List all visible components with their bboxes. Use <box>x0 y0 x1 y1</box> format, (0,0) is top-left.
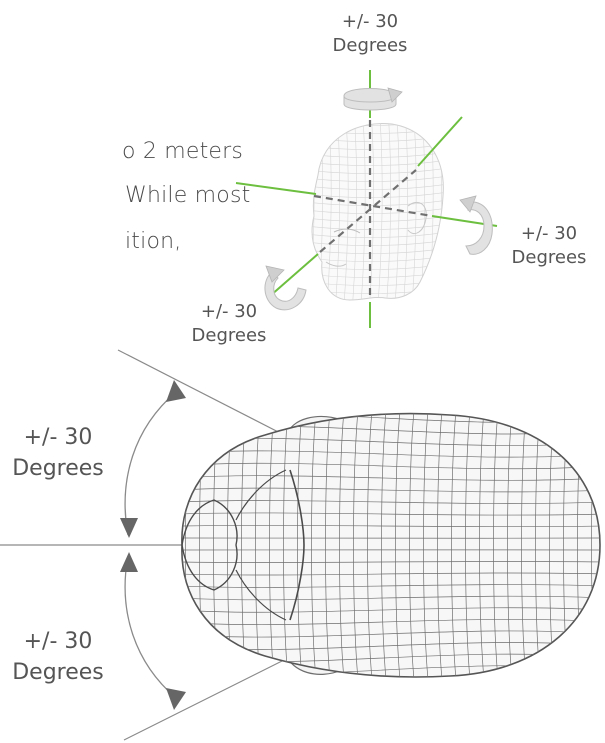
small-head-wireframe <box>311 122 444 301</box>
label-top-unit: Degrees <box>332 35 408 56</box>
label-upper-angle-range: +/- 30 Degrees <box>2 422 114 484</box>
large-head-wireframe <box>181 412 601 678</box>
angle-arc-upper <box>120 380 186 538</box>
rotation-arrow-roll <box>264 265 307 311</box>
paragraph-fragment-3: ition, <box>125 229 182 254</box>
small-head-dashed-axes <box>313 120 433 300</box>
paragraph-fragment-2: While most <box>125 183 251 208</box>
guide-lines <box>0 349 293 741</box>
label-right: +/- 30 Degrees <box>500 222 598 270</box>
label-top: +/- 30 Degrees <box>323 10 417 58</box>
label-lower-angle-range: +/- 30 Degrees <box>2 626 114 688</box>
angle-arc-lower <box>120 552 186 710</box>
label-right-angle: +/- 30 <box>520 223 578 244</box>
label-right-unit: Degrees <box>511 247 587 268</box>
label-left: +/- 30 Degrees <box>180 300 278 348</box>
label-upper-angle: +/- 30 <box>23 425 93 450</box>
label-top-angle: +/- 30 <box>341 11 399 32</box>
rotation-arrow-yaw <box>343 87 403 111</box>
label-upper-unit: Degrees <box>12 456 104 481</box>
label-left-unit: Degrees <box>191 325 267 346</box>
label-left-angle: +/- 30 <box>200 301 258 322</box>
label-lower-unit: Degrees <box>12 660 104 685</box>
rotation-arrow-pitch <box>459 195 493 255</box>
label-lower-angle: +/- 30 <box>23 629 93 654</box>
paragraph-fragment-1: o 2 meters <box>122 139 244 164</box>
